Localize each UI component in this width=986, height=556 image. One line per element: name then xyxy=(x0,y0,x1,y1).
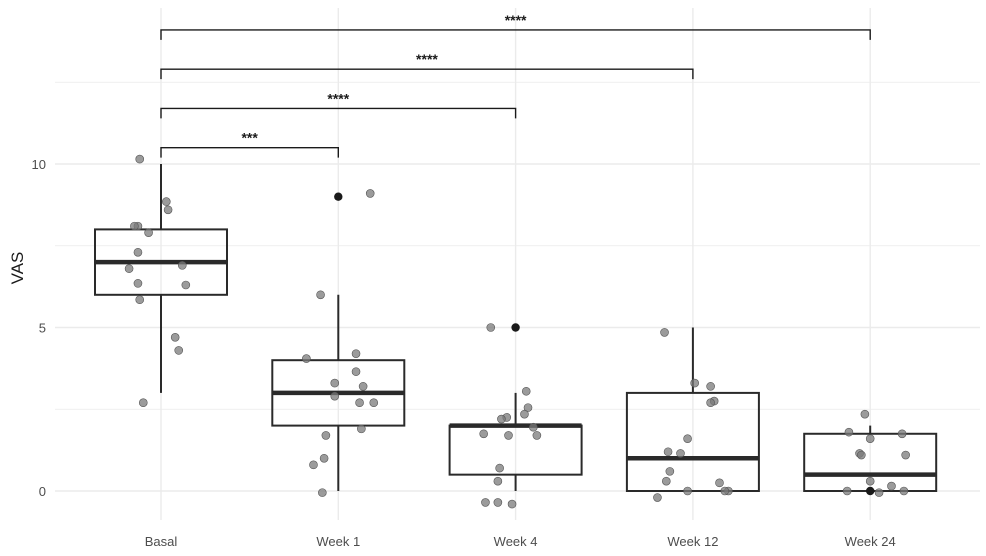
data-point xyxy=(497,414,506,424)
data-point xyxy=(660,328,669,337)
outlier-point xyxy=(334,192,343,201)
data-point xyxy=(495,463,504,473)
data-point xyxy=(887,481,896,491)
x-tick-label: Week 24 xyxy=(845,534,896,549)
data-point xyxy=(330,378,340,388)
outlier-point xyxy=(511,323,520,332)
data-point xyxy=(365,189,375,198)
data-point xyxy=(507,499,517,509)
data-point xyxy=(665,467,675,476)
data-point xyxy=(860,409,870,419)
data-point xyxy=(162,197,171,206)
data-point xyxy=(874,488,884,497)
significance-brackets: *************** xyxy=(160,12,871,158)
data-point xyxy=(865,476,875,486)
significance-bracket xyxy=(160,146,339,158)
y-tick-label: 5 xyxy=(39,321,46,336)
y-axis-title: VAS xyxy=(8,252,27,285)
data-point xyxy=(683,434,692,443)
data-point xyxy=(521,386,531,396)
data-point xyxy=(330,391,340,401)
data-point xyxy=(493,498,503,507)
data-point xyxy=(504,431,513,440)
y-tick-label: 10 xyxy=(32,157,46,172)
data-point xyxy=(653,493,662,502)
data-point xyxy=(174,346,184,355)
data-point xyxy=(177,261,187,270)
data-point xyxy=(662,476,671,486)
outlier-point xyxy=(866,486,875,496)
data-point xyxy=(355,398,364,408)
data-point xyxy=(690,378,699,388)
data-point xyxy=(683,486,692,496)
data-point xyxy=(486,323,496,332)
data-point xyxy=(481,498,490,507)
significance-label: **** xyxy=(505,12,527,28)
data-point xyxy=(135,154,145,164)
x-tick-label: Week 4 xyxy=(494,534,538,549)
data-point xyxy=(715,478,724,488)
x-tick-label: Week 12 xyxy=(667,534,718,549)
data-point xyxy=(357,424,366,434)
data-point xyxy=(321,431,331,440)
data-point xyxy=(319,453,329,463)
data-point xyxy=(897,429,907,439)
data-point xyxy=(720,486,730,496)
data-point xyxy=(133,279,143,288)
x-tick-label: Basal xyxy=(145,534,178,549)
data-point xyxy=(844,427,854,437)
significance-bracket xyxy=(160,68,694,80)
data-point xyxy=(706,382,715,391)
data-point xyxy=(901,450,910,460)
y-tick-label: 0 xyxy=(39,484,46,499)
significance-label: **** xyxy=(327,90,349,106)
data-point xyxy=(706,398,715,408)
data-point xyxy=(529,422,538,432)
data-point xyxy=(479,429,488,439)
box xyxy=(625,391,760,492)
x-tick-label: Week 1 xyxy=(316,534,360,549)
data-point xyxy=(318,488,327,497)
data-point xyxy=(842,486,852,496)
data-point xyxy=(133,247,143,257)
data-point xyxy=(135,295,145,305)
data-point xyxy=(358,382,368,391)
data-point xyxy=(865,434,875,443)
data-point xyxy=(676,449,685,458)
data-point xyxy=(124,264,134,273)
data-point xyxy=(130,221,139,231)
data-point xyxy=(351,367,361,376)
data-point xyxy=(309,460,318,470)
data-point xyxy=(520,409,529,419)
data-point xyxy=(163,205,173,215)
significance-label: *** xyxy=(241,130,258,146)
data-point xyxy=(138,398,148,408)
data-points xyxy=(124,154,910,509)
axes: 0 5 10 Basal Week 1 Week 4 Week 12 Week 24 xyxy=(32,157,896,549)
data-point xyxy=(351,349,361,358)
data-point xyxy=(523,403,533,412)
data-point xyxy=(302,354,311,363)
significance-bracket xyxy=(160,107,517,119)
data-point xyxy=(144,228,153,237)
data-point xyxy=(493,476,503,486)
significance-label: **** xyxy=(416,51,438,67)
data-point xyxy=(663,447,673,457)
box-series xyxy=(94,164,938,496)
data-point xyxy=(181,280,191,290)
data-point xyxy=(170,333,180,342)
data-point xyxy=(857,450,866,460)
data-point xyxy=(532,431,542,440)
data-point xyxy=(899,486,909,496)
significance-bracket xyxy=(160,29,871,40)
data-point xyxy=(316,290,325,300)
data-point xyxy=(369,398,379,408)
